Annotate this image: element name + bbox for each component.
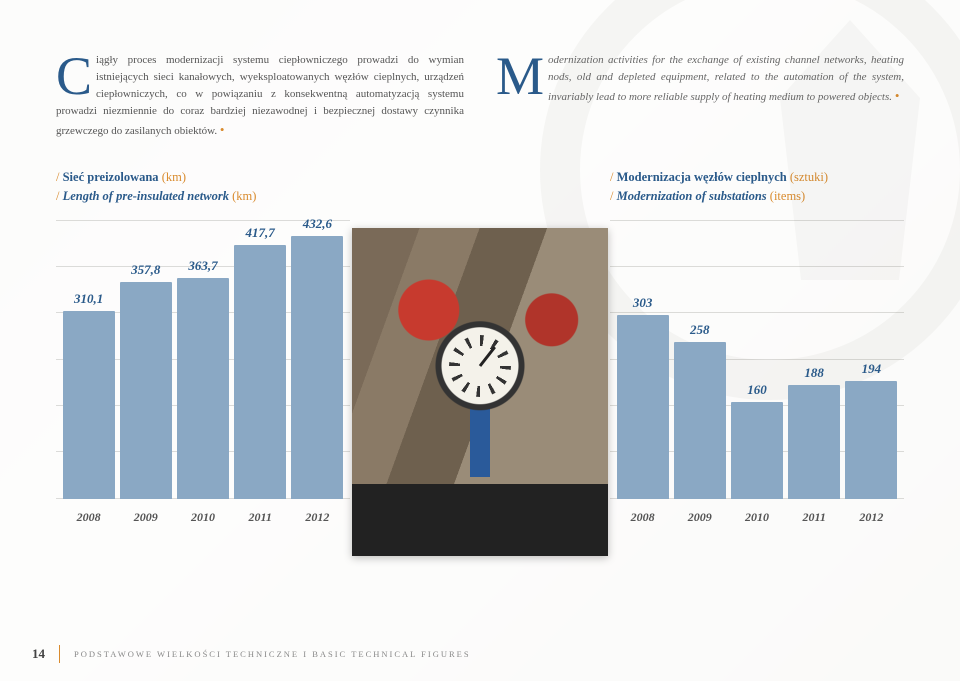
chart-right-title-pl: Modernizacja węzłów cieplnych [617, 170, 787, 184]
bar: 194 [845, 381, 897, 499]
footer: 14 PODSTAWOWE WIELKOŚCI TECHNICZNE I BAS… [32, 645, 471, 663]
page: C iągły proces modernizacji systemu ciep… [0, 0, 960, 681]
bar: 310,1 [63, 311, 115, 499]
chart-right-bars: 303258160188194 [610, 220, 904, 499]
chart-left-unit-en: (km) [232, 189, 256, 203]
chart-right-unit-pl: (sztuki) [790, 170, 828, 184]
bar-value: 310,1 [74, 291, 103, 307]
x-label: 2012 [291, 510, 343, 525]
x-label: 2008 [63, 510, 115, 525]
bar: 432,6 [291, 236, 343, 498]
x-label: 2009 [120, 510, 172, 525]
bar-value: 188 [804, 365, 824, 381]
chart-right-xlabels: 2008 2009 2010 2011 2012 [610, 500, 904, 525]
bar: 188 [788, 385, 840, 499]
dropcap-right: M [496, 52, 548, 98]
bar: 363,7 [177, 278, 229, 499]
chart-left-titles: / Sieć preizolowana (km) / Length of pre… [56, 168, 350, 206]
x-label: 2010 [731, 510, 783, 525]
chart-left-title-en: Length of pre-insulated network [63, 189, 229, 203]
footer-text: PODSTAWOWE WIELKOŚCI TECHNICZNE I BASIC … [74, 649, 471, 659]
bar: 357,8 [120, 282, 172, 499]
x-label: 2012 [845, 510, 897, 525]
bar-value: 303 [633, 295, 653, 311]
chart-right-plot: 303258160188194 [610, 220, 904, 500]
dropcap-left: C [56, 52, 96, 98]
x-label: 2009 [674, 510, 726, 525]
page-number: 14 [32, 646, 45, 662]
right-paragraph: M odernization activities for the exchan… [496, 52, 904, 140]
chart-left-xlabels: 2008 2009 2010 2011 2012 [56, 500, 350, 525]
right-paragraph-text: odernization activities for the exchange… [548, 54, 904, 103]
left-paragraph-text: iągły proces modernizacji systemu ciepło… [56, 54, 464, 137]
bar: 303 [617, 315, 669, 499]
bar-value: 357,8 [131, 262, 160, 278]
footer-separator [59, 645, 60, 663]
left-paragraph: C iągły proces modernizacji systemu ciep… [56, 52, 464, 140]
bar-value: 160 [747, 382, 767, 398]
center-photo [352, 228, 608, 556]
bar-value: 194 [862, 361, 882, 377]
x-label: 2011 [234, 510, 286, 525]
bar: 417,7 [234, 245, 286, 498]
text-columns: C iągły proces modernizacji systemu ciep… [56, 52, 904, 140]
chart-left-plot: 310,1357,8363,7417,7432,6 [56, 220, 350, 500]
chart-right-titles: / Modernizacja węzłów cieplnych (sztuki)… [610, 168, 904, 206]
chart-right-unit-en: (items) [770, 189, 805, 203]
x-label: 2011 [788, 510, 840, 525]
bar: 258 [674, 342, 726, 498]
x-label: 2008 [617, 510, 669, 525]
bullet-icon: • [895, 88, 900, 103]
bar-value: 417,7 [246, 225, 275, 241]
bar-value: 432,6 [303, 216, 332, 232]
bar-value: 258 [690, 322, 710, 338]
x-label: 2010 [177, 510, 229, 525]
bar: 160 [731, 402, 783, 499]
chart-left-unit-pl: (km) [162, 170, 186, 184]
chart-left-title-pl: Sieć preizolowana [63, 170, 159, 184]
chart-left-bars: 310,1357,8363,7417,7432,6 [56, 220, 350, 499]
bullet-icon: • [220, 122, 225, 137]
bar-value: 363,7 [188, 258, 217, 274]
chart-right-title-en: Modernization of substations [617, 189, 767, 203]
